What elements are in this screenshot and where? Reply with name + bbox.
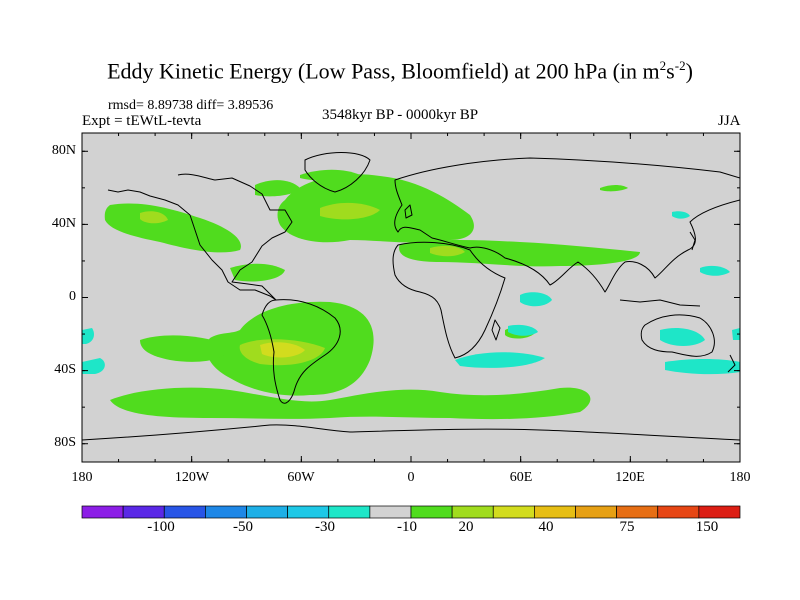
siberia-green bbox=[600, 185, 628, 192]
y-axis-label-80n: 80N bbox=[51, 143, 76, 158]
coastlines bbox=[82, 152, 740, 441]
x-axis-label-120w: 120W bbox=[174, 470, 210, 485]
arctic-green bbox=[300, 169, 360, 181]
colorbar-label-150: 150 bbox=[695, 519, 719, 535]
north-america-coast bbox=[107, 173, 293, 301]
date-line-cyan bbox=[732, 328, 740, 340]
australia-coast bbox=[640, 314, 715, 357]
anomaly-fields bbox=[82, 169, 740, 420]
colorbar-swatch-7 bbox=[369, 505, 412, 519]
colorbar-label-20: 20 bbox=[458, 519, 474, 535]
atlantic-yellow-green bbox=[320, 202, 380, 220]
colorbar-swatch-1 bbox=[122, 505, 165, 519]
colorbar-label-neg30: -30 bbox=[315, 519, 335, 535]
colorbar-swatch-8 bbox=[410, 505, 453, 519]
x-axis-label-120e: 120E bbox=[615, 470, 645, 485]
colorbar-swatch-2 bbox=[163, 505, 206, 519]
y-axis-label-40s: 40S bbox=[54, 362, 76, 377]
south-atlantic-green bbox=[300, 307, 370, 345]
antarctica-coast bbox=[82, 424, 740, 441]
med-yellow-green bbox=[430, 245, 465, 257]
eurasia-coast bbox=[394, 157, 740, 293]
greenland-green bbox=[255, 180, 300, 197]
colorbar-swatch-9 bbox=[451, 505, 494, 519]
australia-west-cyan bbox=[660, 328, 705, 346]
colorbar-swatch-3 bbox=[205, 505, 247, 519]
japan-coast bbox=[689, 231, 696, 251]
experiment-label: Expt = tEWtL-tevta bbox=[82, 113, 202, 129]
greenland-coast bbox=[304, 152, 371, 193]
caribbean-green bbox=[230, 263, 285, 282]
axis-ticks bbox=[81, 133, 741, 462]
cyan-anomaly-regions bbox=[82, 211, 740, 375]
colorbar-swatch-5 bbox=[287, 505, 330, 519]
colorbar-swatch-12 bbox=[575, 505, 617, 519]
colorbar-label-40: 40 bbox=[538, 519, 554, 535]
west-pacific-cyan bbox=[700, 265, 730, 276]
north-pacific-green bbox=[104, 203, 241, 253]
indonesia-coast bbox=[619, 299, 701, 307]
y-axis-label-40n: 40N bbox=[51, 216, 76, 231]
x-axis-label-0: 0 bbox=[407, 470, 415, 485]
arabian-sea-cyan bbox=[520, 292, 552, 307]
x-axis-label-60w: 60W bbox=[287, 470, 315, 485]
indian-ocean-cyan-2 bbox=[508, 324, 538, 336]
rmsd-diff-stats: rmsd= 8.89738 diff= 3.89536 bbox=[108, 98, 274, 113]
southern-ocean-green bbox=[110, 387, 591, 420]
colorbar-swatch-15 bbox=[698, 505, 741, 519]
y-axis-label-80s: 80S bbox=[54, 435, 76, 450]
colorbar-label-neg50: -50 bbox=[233, 519, 253, 535]
colorbar-swatch-10 bbox=[492, 505, 535, 519]
south-america-coast bbox=[261, 299, 341, 404]
australia-south-cyan bbox=[665, 359, 740, 375]
colorbar-swatch-13 bbox=[616, 505, 659, 519]
colorbar-label-neg100: -100 bbox=[147, 519, 175, 535]
south-america-core bbox=[260, 342, 305, 358]
north-pacific-cyan bbox=[672, 211, 690, 219]
y-axis-label-0: 0 bbox=[69, 289, 76, 304]
x-axis-label-180w: 180 bbox=[71, 470, 93, 485]
indian-ocean-cyan bbox=[455, 352, 545, 368]
pacific-yellow-green bbox=[140, 211, 168, 224]
plot-title: Eddy Kinetic Energy (Low Pass, Bloomfiel… bbox=[107, 58, 693, 84]
time-period-label: 3548kyr BP - 0000kyr BP bbox=[321, 107, 479, 123]
uk-coast bbox=[404, 204, 413, 219]
south-pacific-cyan bbox=[82, 358, 105, 374]
south-pacific-green bbox=[140, 335, 230, 362]
khaki-core-regions bbox=[260, 342, 305, 358]
colorbar bbox=[81, 505, 741, 519]
x-axis-label-180e: 180 bbox=[729, 470, 751, 485]
season-label: JJA bbox=[718, 113, 741, 129]
colorbar-label-75: 75 bbox=[619, 519, 635, 535]
east-pacific-cyan bbox=[82, 328, 94, 344]
colorbar-swatch-0 bbox=[81, 505, 124, 519]
colorbar-label-neg10: -10 bbox=[397, 519, 417, 535]
colorbar-swatch-4 bbox=[246, 505, 288, 519]
colorbar-swatch-14 bbox=[657, 505, 700, 519]
x-axis-label-60e: 60E bbox=[509, 470, 533, 485]
colorbar-swatch-6 bbox=[328, 505, 371, 519]
new-zealand-coast bbox=[727, 354, 736, 373]
madagascar-coast bbox=[491, 319, 501, 341]
colorbar-swatch-11 bbox=[534, 505, 576, 519]
africa-coast bbox=[392, 241, 506, 359]
